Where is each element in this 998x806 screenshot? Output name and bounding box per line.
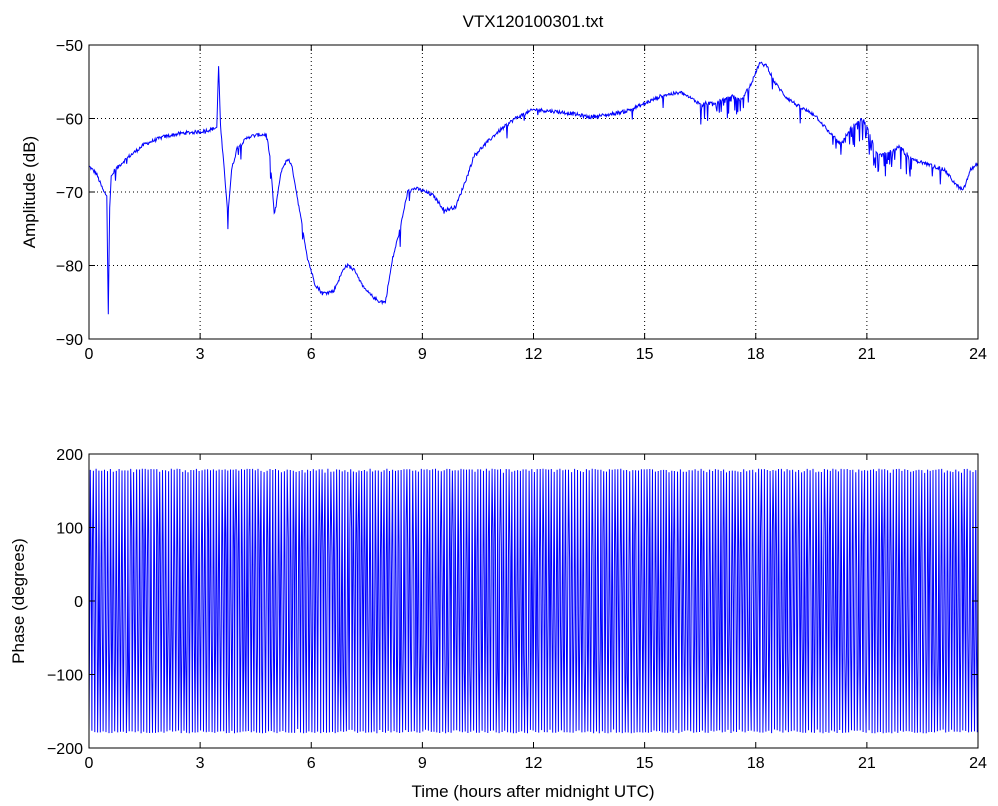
phase-y-tick-label: −100 bbox=[47, 668, 83, 685]
phase-y-axis-label: Phase (degrees) bbox=[9, 538, 28, 664]
phase-x-tick-label: 24 bbox=[969, 755, 987, 772]
phase-x-tick-label: 21 bbox=[858, 755, 876, 772]
phase-y-tick-label: 200 bbox=[56, 447, 83, 464]
phase-panel: 0 3 6 9 12 15 18 21 24 −200 −100 0 100 200 Phase (deg… bbox=[9, 447, 987, 801]
phase-x-tick-label: 9 bbox=[418, 755, 427, 772]
amplitude-x-tick-label: 12 bbox=[525, 346, 543, 363]
amplitude-series-line bbox=[88, 61, 979, 315]
amplitude-ticks: 0 3 6 9 12 15 18 21 24 −90 −80 −70 −60 −50 bbox=[56, 38, 987, 363]
phase-x-axis-label: Time (hours after midnight UTC) bbox=[411, 782, 654, 801]
amplitude-x-tick-label: 15 bbox=[636, 346, 654, 363]
phase-x-tick-label: 0 bbox=[85, 755, 94, 772]
amplitude-x-tick-label: 21 bbox=[858, 346, 876, 363]
phase-x-tick-label: 15 bbox=[636, 755, 654, 772]
amplitude-y-tick-label: −90 bbox=[56, 332, 83, 349]
phase-series-line bbox=[88, 468, 979, 734]
phase-y-tick-label: 100 bbox=[56, 521, 83, 538]
amplitude-x-tick-label: 3 bbox=[196, 346, 205, 363]
amplitude-panel: 0 3 6 9 12 15 18 21 24 −90 −80 −70 −60 −50 Amplitude … bbox=[20, 38, 987, 363]
phase-x-tick-label: 18 bbox=[747, 755, 765, 772]
chart-title: VTX120100301.txt bbox=[463, 12, 604, 31]
amplitude-x-tick-label: 18 bbox=[747, 346, 765, 363]
amplitude-y-tick-label: −50 bbox=[56, 38, 83, 55]
phase-y-tick-label: 0 bbox=[74, 594, 83, 611]
phase-ticks: 0 3 6 9 12 15 18 21 24 −200 −100 0 100 200 bbox=[47, 447, 987, 772]
amplitude-grid bbox=[89, 45, 978, 339]
amplitude-y-axis-label: Amplitude (dB) bbox=[20, 136, 39, 248]
amplitude-y-tick-label: −60 bbox=[56, 112, 83, 129]
amplitude-x-tick-label: 24 bbox=[969, 346, 987, 363]
phase-y-tick-label: −200 bbox=[47, 741, 83, 758]
amplitude-x-tick-label: 6 bbox=[307, 346, 316, 363]
amplitude-y-tick-label: −70 bbox=[56, 185, 83, 202]
phase-x-tick-label: 6 bbox=[307, 755, 316, 772]
phase-x-tick-label: 3 bbox=[196, 755, 205, 772]
amplitude-x-tick-label: 9 bbox=[418, 346, 427, 363]
amplitude-x-tick-label: 0 bbox=[85, 346, 94, 363]
amplitude-y-tick-label: −80 bbox=[56, 259, 83, 276]
phase-x-tick-label: 12 bbox=[525, 755, 543, 772]
